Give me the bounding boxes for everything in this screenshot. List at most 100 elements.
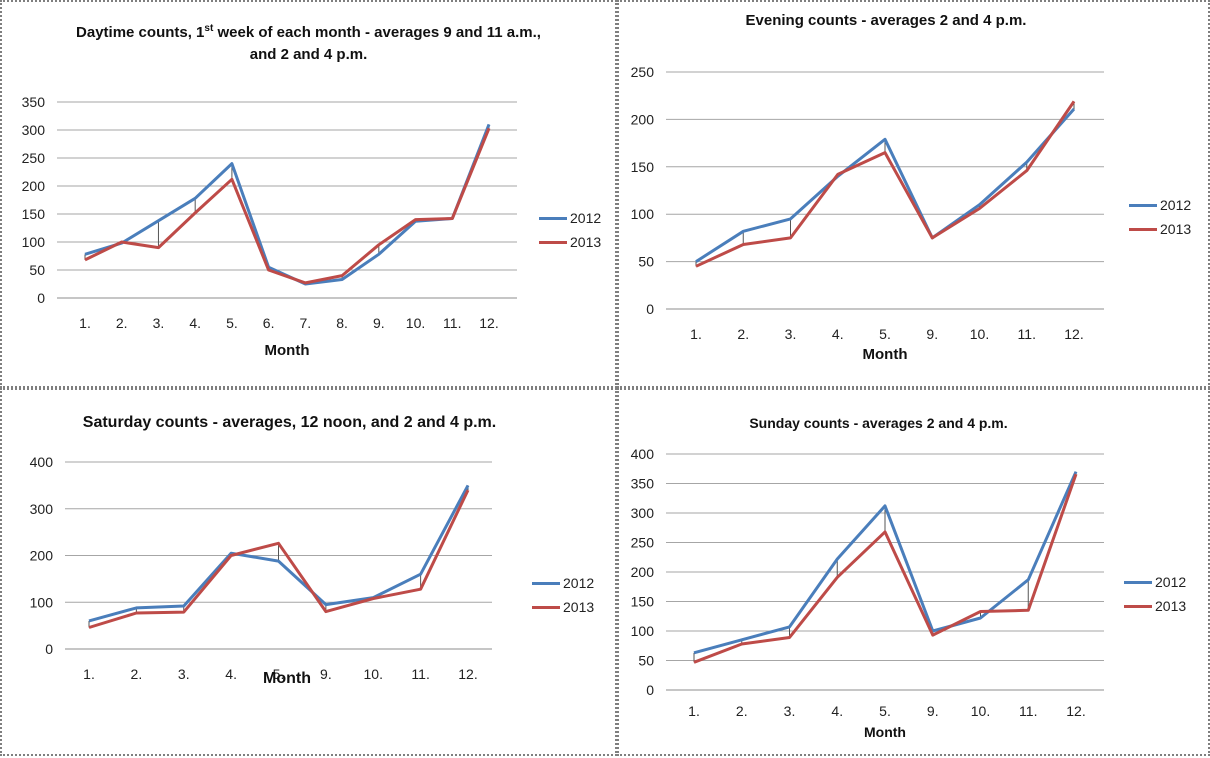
y-tick-label: 150: [631, 159, 655, 175]
chart-title-superscript: st: [204, 23, 214, 34]
x-tick-label: 2.: [737, 326, 749, 342]
x-tick-label: 9.: [373, 315, 385, 331]
x-tick-label: 9.: [927, 703, 939, 719]
y-tick-label: 0: [646, 301, 654, 317]
y-tick-label: 250: [22, 150, 46, 166]
y-tick-label: 400: [30, 454, 54, 470]
x-tick-label: 1.: [83, 666, 95, 682]
y-tick-label: 250: [631, 535, 655, 551]
series-line-2013: [695, 100, 1076, 268]
chart-title-part: Daytime counts, 1: [76, 24, 205, 41]
chart-title: Daytime counts, 1st week of each month -…: [2, 18, 615, 66]
x-tick-label: 12.: [1064, 326, 1083, 342]
legend-swatch: [539, 240, 567, 244]
legend-swatch: [1129, 203, 1157, 207]
x-tick-label: 1.: [688, 703, 700, 719]
line-chart-saturday: 0 100 200 300 400 1. 2. 3. 4. 5. 9. 10. 11. 12.: [30, 454, 492, 682]
legend-item: 2013: [539, 230, 601, 254]
chart-panel-sunday: Sunday counts - averages 2 and 4 p.m. 0 5…: [617, 388, 1210, 756]
y-tick-label: 100: [30, 594, 54, 610]
x-tick-label: 3.: [178, 666, 190, 682]
x-tick-label: 11.: [411, 666, 429, 682]
legend-label: 2012: [570, 210, 602, 226]
x-tick-label: 5.: [879, 703, 891, 719]
y-tick-label: 300: [30, 501, 54, 517]
legend-label: 2013: [1160, 221, 1192, 237]
y-tick-label: 50: [638, 254, 654, 270]
series-line-2012: [88, 484, 470, 623]
legend-swatch: [539, 216, 567, 220]
x-tick-label: 4.: [189, 315, 201, 331]
chart-title: Evening counts - averages 2 and 4 p.m.: [745, 12, 1027, 29]
chart-title-part: week of each month - averages 9 and 11 a…: [213, 24, 541, 41]
x-tick-label: 5.: [226, 315, 238, 331]
x-tick-label: 2.: [116, 315, 128, 331]
x-tick-label: 5.: [273, 666, 285, 682]
x-axis-label: Month: [864, 724, 906, 740]
y-tick-label: 350: [631, 476, 655, 492]
legend-item: 2012: [1129, 193, 1191, 217]
x-tick-label: 3.: [785, 326, 797, 342]
x-tick-label: 1.: [690, 326, 702, 342]
x-axis-label: Month: [263, 670, 311, 687]
x-tick-label: 8.: [336, 315, 348, 331]
y-tick-label: 0: [45, 641, 53, 657]
x-axis-label: Month: [264, 342, 310, 359]
x-tick-label: 3.: [784, 703, 796, 719]
x-tick-label: 4.: [831, 703, 843, 719]
y-tick-label: 150: [631, 594, 655, 610]
x-tick-label: 2.: [736, 703, 748, 719]
legend: 2012 2013: [532, 571, 594, 619]
chart-panel-evening: Evening counts - averages 2 and 4 p.m. 0…: [617, 0, 1210, 388]
legend-label: 2013: [570, 234, 602, 250]
legend-item: 2012: [539, 206, 601, 230]
legend-item: 2013: [532, 595, 594, 619]
x-tick-label: 9.: [320, 666, 332, 682]
x-tick-label: 10.: [971, 703, 990, 719]
y-tick-label: 350: [22, 94, 46, 110]
x-tick-label: 12.: [458, 666, 477, 682]
x-tick-label: 11.: [1019, 703, 1037, 719]
x-tick-label: 10.: [364, 666, 383, 682]
y-tick-label: 100: [631, 623, 655, 639]
series-line-2012: [84, 123, 491, 286]
y-tick-label: 0: [646, 682, 654, 698]
x-tick-label: 12.: [1066, 703, 1085, 719]
x-tick-label: 6.: [263, 315, 275, 331]
series-line-2012: [695, 108, 1076, 263]
y-tick-label: 100: [631, 206, 655, 222]
x-tick-label: 10.: [970, 326, 989, 342]
y-tick-label: 0: [37, 290, 45, 306]
chart-title: Sunday counts - averages 2 and 4 p.m.: [749, 415, 1008, 431]
x-tick-label: 5.: [879, 326, 891, 342]
y-tick-label: 200: [631, 111, 655, 127]
legend-item: 2012: [1124, 570, 1186, 594]
x-tick-label: 3.: [153, 315, 165, 331]
y-tick-label: 100: [22, 234, 46, 250]
x-tick-label: 9.: [926, 326, 938, 342]
legend-label: 2012: [1155, 574, 1187, 590]
x-axis-label: Month: [862, 346, 908, 363]
y-tick-label: 250: [631, 64, 655, 80]
chart-title-line2: and 2 and 4 p.m.: [249, 46, 368, 63]
x-tick-label: 11.: [1018, 326, 1036, 342]
line-chart-daytime: 0 50 100 150 200 250 300 350 1. 2. 3. 4. 5. 6. 7. 8. 9. 1…: [22, 94, 517, 331]
legend: 2012 2013: [1129, 193, 1191, 241]
legend-swatch: [1124, 580, 1152, 584]
y-tick-label: 300: [631, 505, 655, 521]
y-tick-label: 150: [22, 206, 46, 222]
chart-panel-saturday: Saturday counts - averages, 12 noon, and…: [0, 388, 617, 756]
series-line-2013: [693, 473, 1078, 664]
line-chart-evening: 0 50 100 150 200 250 1. 2. 3. 4. 5. 9. 10. 11. 12.: [631, 64, 1104, 342]
legend-swatch: [1129, 227, 1157, 231]
x-tick-label: 1.: [79, 315, 91, 331]
series-line-2013: [88, 489, 470, 629]
y-tick-label: 200: [22, 178, 46, 194]
chart-panel-daytime: Daytime counts, 1st week of each month -…: [0, 0, 617, 388]
legend-swatch: [532, 605, 560, 609]
y-tick-label: 300: [22, 122, 46, 138]
legend-item: 2013: [1129, 217, 1191, 241]
y-tick-label: 50: [29, 262, 45, 278]
legend-label: 2012: [563, 575, 595, 591]
x-tick-label: 4.: [832, 326, 844, 342]
